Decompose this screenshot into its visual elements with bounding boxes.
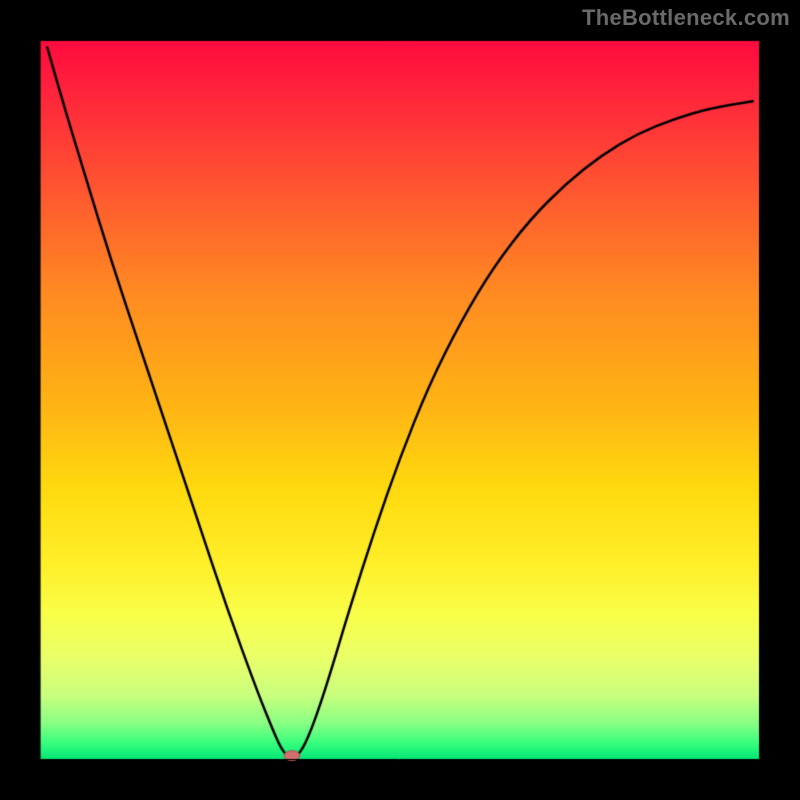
bottleneck-chart-canvas xyxy=(0,0,800,800)
watermark-text: TheBottleneck.com xyxy=(582,5,790,31)
chart-container: TheBottleneck.com xyxy=(0,0,800,800)
